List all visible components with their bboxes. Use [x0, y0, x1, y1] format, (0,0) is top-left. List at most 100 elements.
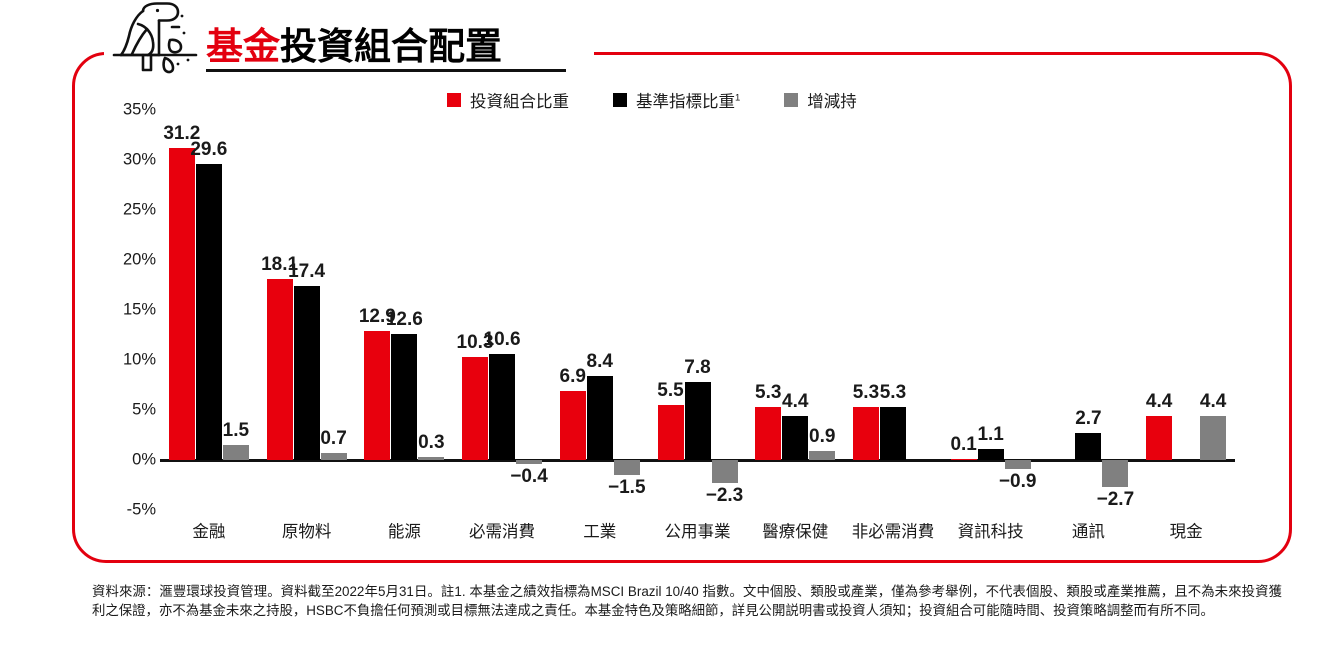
bar-portfolio	[559, 391, 586, 460]
y-axis-tick-label: 5%	[132, 400, 156, 419]
bar-portfolio	[1146, 416, 1173, 460]
title-highlight: 基金	[206, 26, 280, 67]
legend-item: 增減持	[784, 88, 857, 112]
x-axis-category-label: 能源	[387, 523, 421, 541]
x-axis-category-label: 通訊	[1071, 523, 1105, 541]
bar-portfolio	[755, 407, 782, 460]
y-axis-tick-label: 10%	[122, 350, 156, 369]
bar-value-label: 5.3	[852, 382, 880, 403]
y-axis: 35% 30% 25% 20% 15% 10% 5% 0% -5%	[104, 101, 156, 519]
y-axis-tick-label: 35%	[122, 100, 156, 119]
bar-group: 5.3 5.3	[853, 110, 933, 510]
bar-value-label: 31.2	[163, 123, 201, 144]
x-axis-category-label: 原物料	[281, 523, 332, 541]
zero-baseline	[160, 459, 1235, 462]
bar-value-label: 0.3	[418, 432, 445, 453]
x-axis-category-label: 非必需消費	[851, 523, 935, 541]
y-axis-tick-label: -5%	[126, 500, 156, 519]
bar-portfolio	[657, 405, 684, 460]
bar-value-label: −2.7	[1096, 489, 1135, 510]
footnote-text: 資料來源：滙豐環球投資管理。資料截至2022年5月31日。註1. 本基金之績效指…	[92, 584, 1282, 619]
x-axis-category-label: 現金	[1169, 523, 1203, 541]
bar-value-label: 5.3	[755, 382, 782, 403]
parrot-bird-logo-icon	[112, 2, 198, 74]
bar-value-label: 4.4	[782, 391, 809, 412]
bar-benchmark	[586, 376, 613, 460]
bar-group: 6.9 8.4 −1.5	[559, 110, 646, 510]
bar-delta	[222, 445, 249, 460]
legend-swatch-black-icon	[613, 93, 627, 107]
x-axis-category-label: 醫療保健	[762, 523, 829, 541]
bar-value-label: −2.3	[705, 485, 744, 506]
bar-value-label: 4.4	[1145, 391, 1173, 412]
bar-value-label: 12.6	[385, 309, 423, 330]
y-axis-tick-label: 20%	[122, 250, 156, 269]
bar-delta	[613, 460, 640, 475]
x-axis-category-label: 公用事業	[664, 523, 731, 541]
bar-value-label: 0.1	[950, 434, 977, 455]
bar-benchmark	[879, 407, 906, 460]
bar-portfolio	[852, 407, 879, 460]
legend-item-label: 增減持	[807, 93, 857, 111]
bar-value-label: 0.9	[809, 426, 836, 447]
title-rest: 投資組合配置	[280, 26, 502, 67]
bar-value-label: 29.6	[190, 139, 228, 160]
bar-portfolio	[950, 459, 977, 460]
legend-item-label: 投資組合比重	[470, 93, 569, 111]
bar-delta	[418, 457, 445, 460]
bar-benchmark	[195, 164, 222, 460]
bar-delta	[1200, 416, 1227, 460]
y-axis-tick-label: 0%	[132, 450, 156, 469]
bar-value-label: 18.1	[261, 254, 299, 275]
bar-value-label: 5.5	[657, 380, 684, 401]
bar-value-label: 12.9	[358, 306, 396, 327]
bar-value-label: 17.4	[288, 261, 326, 282]
bar-value-label: 1.5	[222, 420, 250, 441]
plot-area: 31.2 29.6 1.5 18.1 17.4 0.7 12.9 12.6 0.3 10.3 10.…	[160, 110, 1235, 510]
legend-item-label: 基準指標比重1	[636, 92, 741, 112]
x-axis-category-label: 必需消費	[469, 523, 536, 541]
bar-group: 10.3 10.6 −0.4	[457, 110, 548, 510]
bar-portfolio	[462, 357, 489, 460]
x-axis-category-label: 金融	[192, 523, 226, 541]
bar-value-label: 2.7	[1075, 408, 1102, 429]
chart-legend: 投資組合比重 基準指標比重1 增減持	[447, 88, 857, 112]
bar-portfolio	[266, 279, 293, 460]
bar-group: 4.4 4.4	[1146, 110, 1226, 510]
bar-benchmark	[782, 416, 809, 460]
bar-value-label: 5.3	[879, 382, 907, 403]
x-axis-category-label: 資訊科技	[957, 523, 1024, 541]
bar-value-label: 10.6	[483, 329, 521, 350]
page-title: 基金投資組合配置	[206, 28, 566, 65]
bar-value-label: 7.8	[684, 357, 711, 378]
bar-delta	[320, 453, 347, 460]
bar-group: 5.5 7.8 −2.3	[657, 110, 743, 510]
bar-value-label: 1.1	[977, 424, 1004, 445]
bar-value-label: 0.7	[320, 428, 347, 449]
bar-benchmark	[684, 382, 711, 460]
chart-frame-border	[72, 52, 1292, 563]
bar-value-label: 10.3	[456, 332, 494, 353]
bar-benchmark	[489, 354, 516, 460]
bar-benchmark	[1075, 433, 1102, 460]
bar-benchmark	[977, 449, 1004, 460]
bar-portfolio	[168, 148, 195, 460]
bar-group: 12.9 12.6 0.3	[359, 110, 445, 510]
x-axis: 金融 原物料 能源 必需消費 工業 公用事業 醫療保健 非必需消費 資訊科技 通訊 現金	[160, 518, 1235, 546]
bar-value-label: 4.4	[1199, 391, 1227, 412]
bar-value-label: 6.9	[559, 366, 586, 387]
bar-value-label: −1.5	[608, 477, 646, 498]
bar-delta	[1004, 460, 1031, 469]
bar-group: 31.2 29.6 1.5	[163, 110, 249, 510]
bar-value-label: −0.9	[998, 471, 1037, 492]
bar-benchmark	[391, 334, 418, 460]
chart-header: 基金投資組合配置	[112, 2, 566, 74]
bar-benchmark	[293, 286, 320, 460]
legend-item: 基準指標比重1	[613, 88, 740, 112]
bar-group: 5.3 4.4 0.9	[755, 110, 835, 510]
title-underline	[206, 69, 566, 72]
legend-item: 投資組合比重	[447, 88, 569, 112]
y-axis-tick-label: 30%	[122, 150, 156, 169]
bar-value-label: 8.4	[586, 351, 613, 372]
